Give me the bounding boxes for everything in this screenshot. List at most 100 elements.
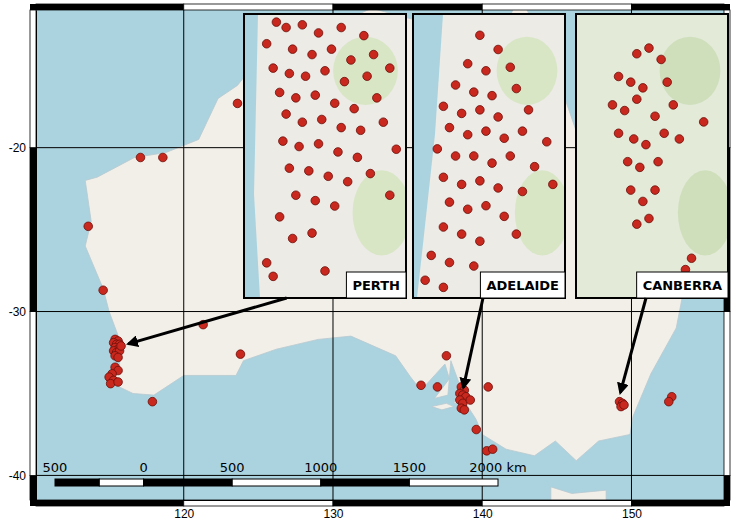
- location-point: [285, 164, 294, 173]
- location-point: [633, 49, 642, 58]
- location-point: [466, 396, 475, 405]
- inset-frame: [413, 14, 565, 298]
- location-point: [373, 94, 382, 103]
- scale-bar-segment: [409, 479, 498, 486]
- location-point: [463, 205, 472, 214]
- frame-segment: [631, 4, 724, 10]
- scale-bar-label: 500: [220, 460, 245, 475]
- location-point: [639, 84, 648, 93]
- location-point: [439, 173, 448, 182]
- location-point: [314, 29, 323, 38]
- location-point: [282, 23, 291, 32]
- location-point: [699, 118, 708, 127]
- location-point: [518, 127, 527, 136]
- location-point: [298, 118, 307, 127]
- scale-bar-label: 500: [43, 460, 68, 475]
- location-point: [494, 184, 503, 193]
- location-point: [626, 186, 635, 195]
- location-point: [347, 56, 356, 65]
- location-point: [482, 201, 491, 210]
- x-tick: 140: [473, 500, 493, 521]
- grid-line: [36, 475, 724, 476]
- location-point: [476, 177, 485, 186]
- location-point: [327, 45, 336, 54]
- location-point: [645, 44, 654, 53]
- inset-map: [244, 14, 406, 298]
- location-point: [620, 106, 629, 115]
- location-point: [334, 148, 343, 157]
- frame-segment: [30, 10, 36, 148]
- inset-arrow: [620, 298, 646, 393]
- location-point: [482, 127, 491, 136]
- location-point: [463, 130, 472, 139]
- location-point: [392, 145, 401, 154]
- location-point: [549, 180, 558, 189]
- frame-segment: [36, 4, 184, 10]
- land: [551, 487, 606, 500]
- location-point: [451, 152, 460, 161]
- location-point: [269, 64, 278, 73]
- location-point: [99, 286, 108, 295]
- x-tick: 150: [622, 500, 642, 521]
- location-point: [476, 31, 485, 40]
- location-point: [114, 378, 123, 387]
- location-point: [482, 67, 491, 76]
- inset-title: PERTH: [352, 278, 400, 293]
- location-point: [369, 50, 378, 59]
- tick-label: 140: [473, 507, 493, 521]
- inset-title: ADELAIDE: [486, 278, 559, 293]
- inset-map: [576, 14, 728, 298]
- location-point: [445, 198, 454, 207]
- frame-segment: [30, 312, 36, 476]
- location-point: [262, 259, 271, 268]
- location-point: [285, 69, 294, 78]
- location-point: [657, 55, 666, 64]
- location-point: [470, 262, 479, 271]
- frame-corner: [30, 4, 36, 10]
- inset-park: [497, 37, 558, 105]
- location-point: [651, 186, 660, 195]
- tick-label: 150: [622, 507, 642, 521]
- location-point: [379, 118, 388, 127]
- location-point: [623, 157, 632, 166]
- y-tick: -30: [9, 305, 36, 319]
- scale-bar-segment: [99, 479, 143, 486]
- location-point: [642, 140, 651, 149]
- location-point: [308, 229, 317, 238]
- inset: CANBERRA: [576, 14, 733, 298]
- location-point: [363, 72, 372, 81]
- location-point: [330, 202, 339, 211]
- location-point: [460, 406, 469, 415]
- location-point: [524, 106, 533, 115]
- y-tick: -40: [9, 469, 36, 483]
- inset-arrow: [463, 298, 483, 388]
- frame-segment: [30, 475, 36, 500]
- frame-segment: [482, 4, 631, 10]
- location-point: [457, 109, 466, 118]
- location-point: [614, 72, 623, 81]
- location-point: [330, 99, 339, 108]
- arrows: [128, 298, 646, 393]
- x-tick: 120: [174, 500, 194, 521]
- location-point: [337, 23, 346, 32]
- location-point: [484, 383, 493, 392]
- location-point: [506, 63, 515, 72]
- location-point: [439, 223, 448, 232]
- location-point: [445, 258, 454, 267]
- location-point: [451, 81, 460, 90]
- grid-line: [183, 10, 184, 500]
- inset-park: [660, 37, 721, 105]
- location-point: [236, 350, 245, 359]
- location-point: [488, 91, 497, 100]
- location-point: [488, 159, 497, 168]
- location-point: [360, 31, 369, 40]
- location-point: [343, 177, 352, 186]
- location-point: [275, 213, 284, 222]
- location-point: [148, 397, 157, 406]
- location-point: [472, 425, 481, 434]
- location-point: [439, 102, 448, 111]
- scale-bar: 5000500100015002000 km: [43, 460, 527, 486]
- location-point: [500, 134, 509, 143]
- location-point: [301, 72, 310, 81]
- location-point: [356, 126, 365, 135]
